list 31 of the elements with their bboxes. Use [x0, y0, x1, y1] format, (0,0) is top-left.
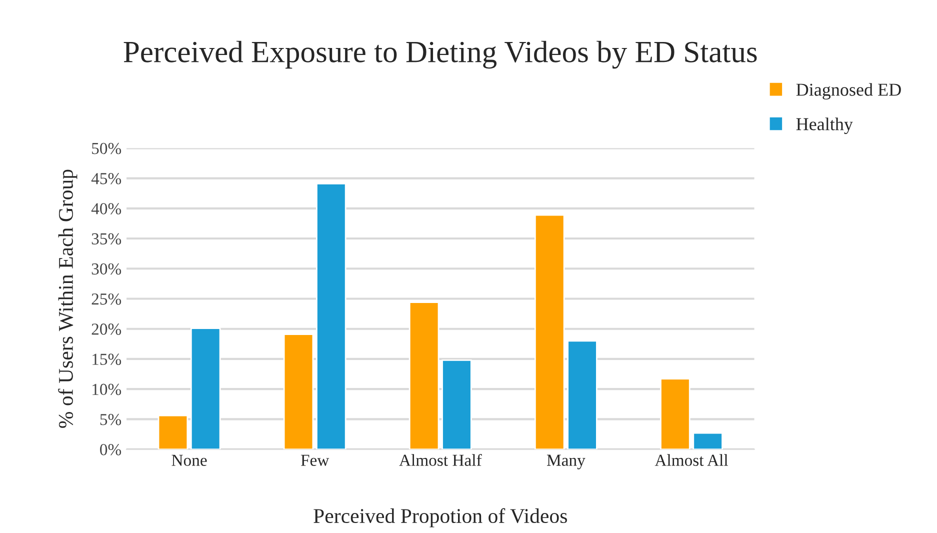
y-axis-title: % of Users Within Each Group [58, 170, 78, 428]
x-axis-title: Perceived Propotion of Videos [314, 508, 567, 528]
y-tick-label: 15% [92, 354, 122, 365]
y-tick-label: 25% [92, 293, 122, 305]
y-tick-label: 10% [92, 384, 122, 396]
bar [408, 302, 440, 450]
bar [316, 183, 346, 450]
y-tick-label: 35% [92, 233, 122, 245]
bar [158, 414, 188, 450]
bar [442, 359, 472, 450]
legend-label: Diagnosed ED [796, 83, 901, 100]
legend-label: Healthy [796, 118, 853, 134]
bar [567, 340, 598, 450]
y-tick-label: 30% [92, 263, 122, 275]
bar [692, 432, 723, 450]
x-tick-label: Many [546, 454, 586, 470]
y-tick-label: 40% [91, 203, 122, 214]
y-tick-label: 5% [100, 414, 122, 426]
chart-title: Perceived Exposure to Dieting Videos by ED Status [124, 40, 757, 69]
y-tick-label: 0% [100, 444, 122, 456]
bar [283, 334, 314, 450]
bar [660, 378, 690, 450]
x-tick-label: Almost Half [399, 454, 482, 466]
x-tick-label: Almost All [654, 454, 728, 466]
bar [534, 214, 565, 450]
x-tick-label: Few [300, 454, 330, 466]
y-tick-label: 50% [92, 142, 122, 154]
y-tick-label: 45% [91, 172, 122, 184]
bar [190, 328, 221, 450]
y-tick-label: 20% [92, 324, 122, 335]
x-tick-label: None [172, 454, 207, 466]
